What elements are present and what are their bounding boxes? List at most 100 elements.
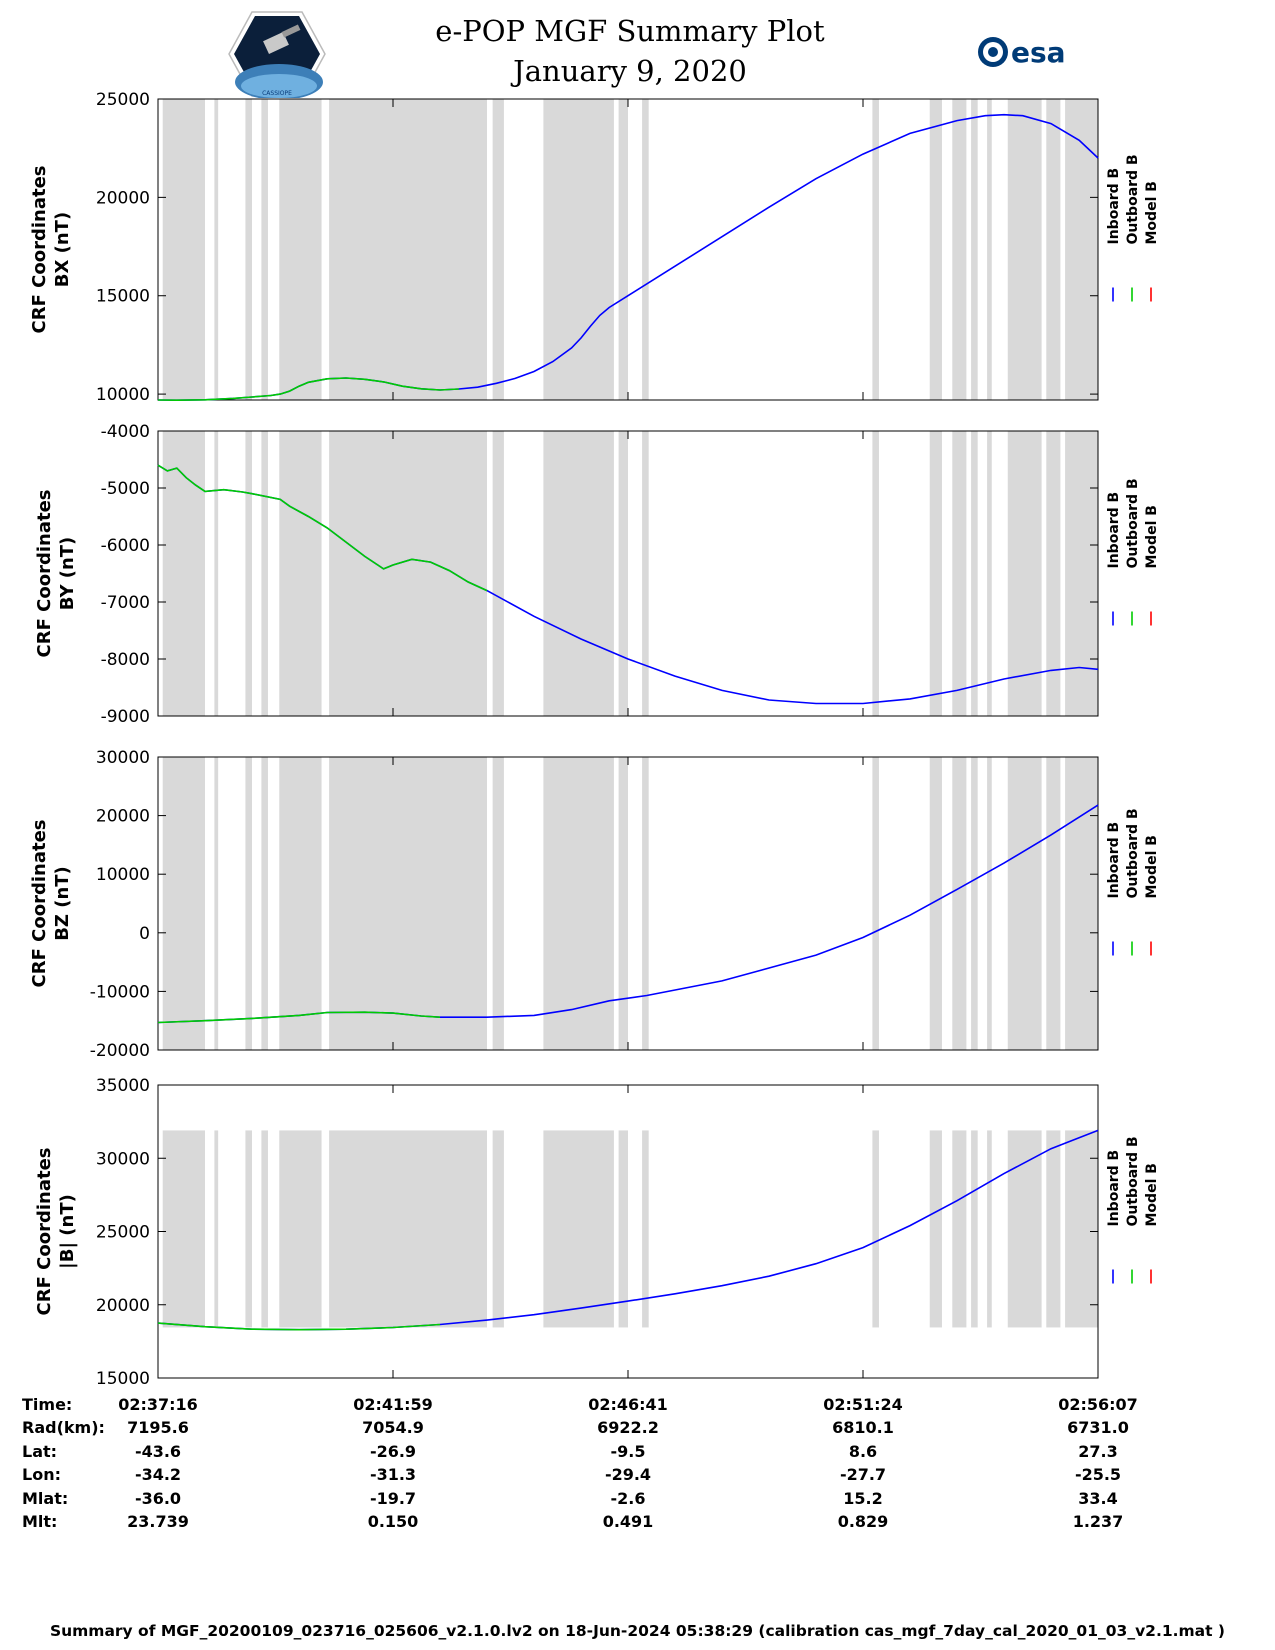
gap-shading-band	[618, 99, 628, 400]
y-axis-label-line2: BZ (nT)	[52, 866, 73, 941]
y-tick-label: 30000	[96, 748, 150, 768]
gap-shading-band	[492, 99, 504, 400]
gap-shading-band	[261, 431, 268, 716]
gap-shading-band	[642, 431, 649, 716]
gap-shading-band	[245, 757, 252, 1050]
info-row-value: -27.7	[839, 1465, 887, 1485]
gap-shading-band	[1065, 1130, 1098, 1328]
info-row-value: -26.9	[369, 1441, 417, 1461]
gap-shading-band	[952, 1130, 967, 1328]
info-row-value: -9.5	[610, 1441, 646, 1461]
gap-shading-band	[261, 99, 268, 400]
gap-shading-band	[543, 431, 614, 716]
gap-shading-band	[245, 1130, 252, 1328]
y-tick-label: 30000	[96, 1149, 150, 1169]
y-tick-label: 25000	[96, 1223, 150, 1243]
info-row-value: 6731.0	[1067, 1418, 1129, 1438]
gap-shading-band	[214, 1130, 219, 1328]
gap-shading-band	[214, 99, 219, 400]
gap-shading-band	[261, 1130, 268, 1328]
y-tick-label: 25000	[96, 90, 150, 110]
gap-shading-band	[261, 757, 268, 1050]
gap-shading-band	[162, 757, 205, 1050]
y-tick-label: -7000	[101, 593, 150, 613]
gap-shading-band	[1007, 99, 1042, 400]
gap-shading-band	[1007, 1130, 1042, 1328]
gap-shading-band	[1046, 1130, 1061, 1328]
gap-shading-band	[245, 99, 252, 400]
gap-shading-band	[162, 1130, 205, 1328]
gap-shading-band	[1007, 431, 1042, 716]
gap-shading-band	[971, 431, 978, 716]
gap-shading-band	[1065, 757, 1098, 1050]
y-axis-label-line2: |B| (nT)	[57, 1194, 78, 1269]
gap-shading-band	[492, 431, 504, 716]
gap-shading-band	[929, 99, 942, 400]
info-row-value: -31.3	[369, 1465, 417, 1485]
gap-shading-band	[952, 757, 967, 1050]
info-row-label: Rad(km):	[22, 1418, 105, 1438]
y-tick-label: 20000	[96, 1296, 150, 1316]
outboard-b-series	[157, 377, 459, 402]
info-row-value: -2.6	[610, 1488, 646, 1508]
cassiope-logo: CASSIOPE	[228, 11, 326, 98]
gap-shading-band	[872, 757, 879, 1050]
gap-shading-band	[329, 431, 487, 716]
info-row-value: 7195.6	[127, 1418, 189, 1438]
info-row-value: -19.7	[369, 1488, 417, 1508]
gap-shading-band	[329, 99, 487, 400]
gap-shading-band	[543, 757, 614, 1050]
info-row-value: 27.3	[1078, 1441, 1118, 1461]
info-row-value: 15.2	[843, 1488, 883, 1508]
gap-shading-band	[618, 1130, 628, 1328]
info-row-value: 8.6	[848, 1441, 878, 1461]
gap-shading-band	[872, 99, 879, 400]
outboard-b-series	[157, 1011, 441, 1024]
gap-shading-band	[214, 757, 219, 1050]
gap-shading-band	[1065, 431, 1098, 716]
y-tick-label: -20000	[90, 1041, 150, 1061]
gap-shading-band	[329, 757, 487, 1050]
gap-shading-band	[279, 1130, 322, 1328]
gap-shading-band	[971, 99, 978, 400]
esa-logo-text: esa	[1011, 36, 1066, 69]
gap-shading-band	[642, 757, 649, 1050]
legend-inboard-b: Inboard B	[1106, 1150, 1122, 1227]
gap-shading-band	[929, 757, 942, 1050]
y-tick-label: -6000	[101, 536, 150, 556]
legend-inboard-b: Inboard B	[1106, 492, 1122, 569]
y-tick-label: 20000	[96, 188, 150, 208]
gap-shading-band	[929, 1130, 942, 1328]
gap-shading-band	[1046, 757, 1061, 1050]
info-row-value: 6810.1	[832, 1418, 894, 1438]
info-row-value: 33.4	[1078, 1488, 1118, 1508]
gap-shading-band	[952, 99, 967, 400]
info-row-value: 1.237	[1072, 1512, 1124, 1531]
info-row-value: -25.5	[1074, 1465, 1122, 1485]
gap-shading-band	[971, 1130, 978, 1328]
y-tick-label: -9000	[101, 707, 150, 727]
gap-shading-band	[543, 1130, 614, 1328]
y-tick-label: 35000	[96, 1076, 150, 1096]
y-axis-label-line2: BX (nT)	[52, 212, 73, 287]
gap-shading-band	[214, 431, 219, 716]
gap-shading-band	[987, 757, 992, 1050]
gap-shading-band	[618, 431, 628, 716]
gap-shading-band	[279, 757, 322, 1050]
gap-shading-band	[245, 431, 252, 716]
y-tick-label: 15000	[96, 287, 150, 307]
gap-shading-band	[162, 99, 205, 400]
gap-shading-band	[872, 431, 879, 716]
gap-shading-band	[929, 431, 942, 716]
info-row-value: 6922.2	[597, 1418, 659, 1438]
gap-shading-band	[642, 99, 649, 400]
legend-outboard-b: Outboard B	[1125, 478, 1141, 568]
gap-shading-band	[329, 1130, 487, 1328]
gap-shading-band	[1007, 757, 1042, 1050]
info-row-value: 7054.9	[362, 1418, 424, 1438]
info-row-value: 0.150	[367, 1512, 419, 1531]
y-tick-label: -8000	[101, 650, 150, 670]
info-row-value: 02:56:07	[1058, 1395, 1138, 1414]
info-row-value: 02:46:41	[588, 1395, 668, 1414]
